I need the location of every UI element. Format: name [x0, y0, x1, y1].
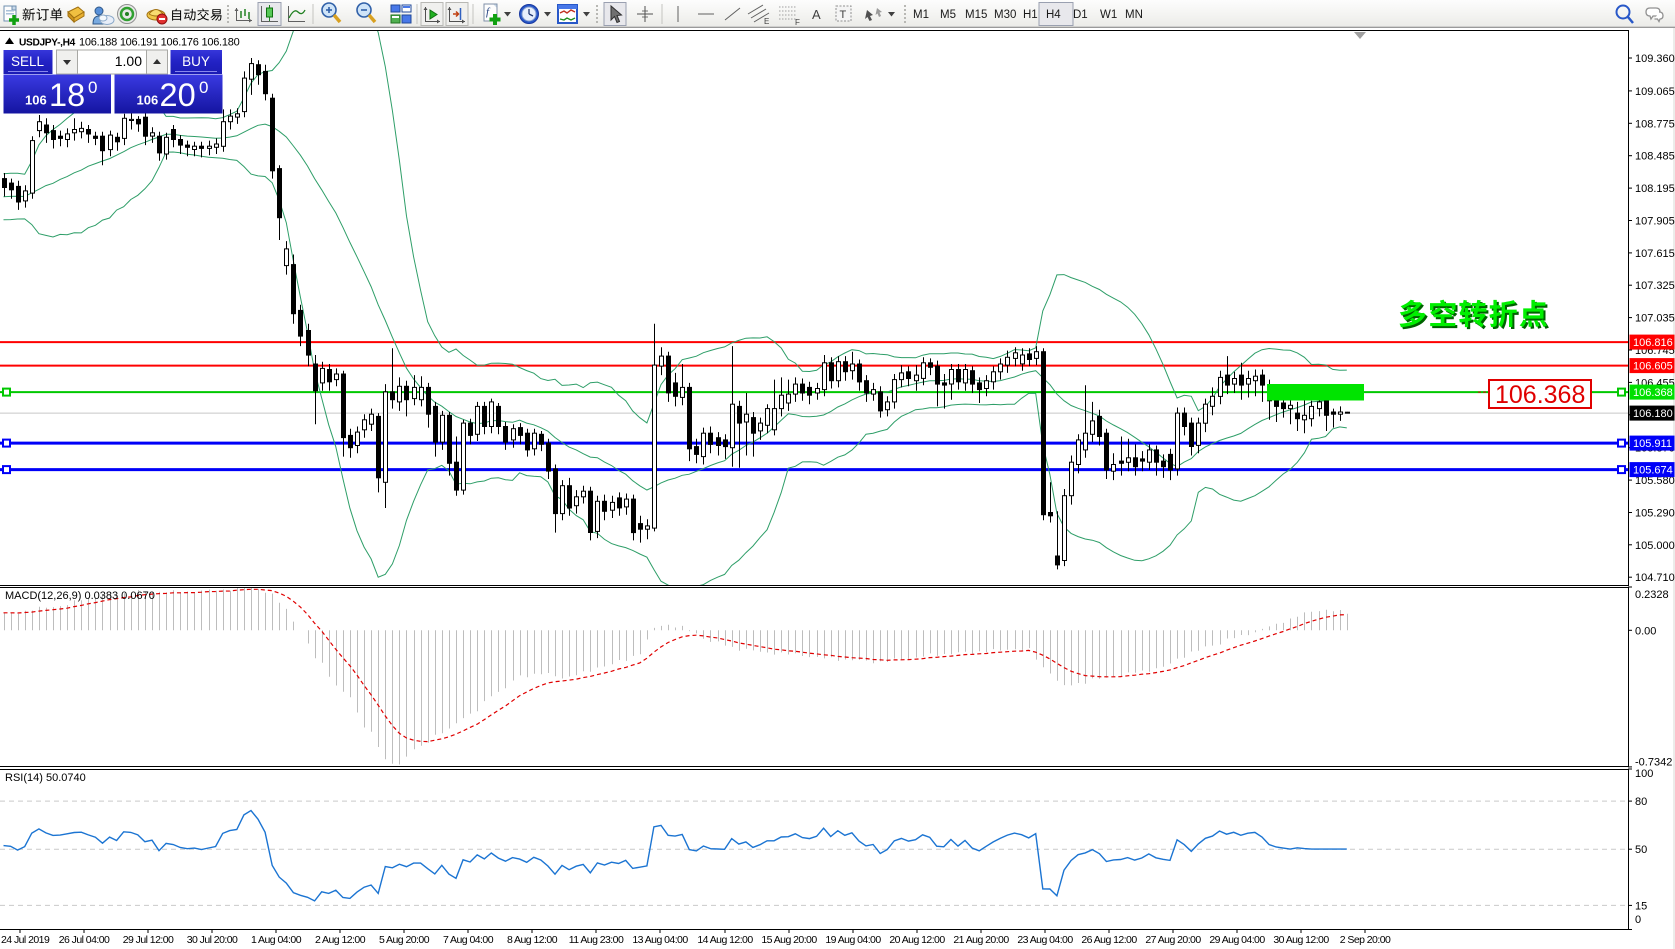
svg-text:105.911: 105.911 [1633, 438, 1672, 450]
svg-text:106: 106 [25, 93, 47, 108]
svg-text:SELL: SELL [11, 54, 45, 69]
svg-text:106.180: 106.180 [1633, 408, 1673, 420]
svg-text:5 Aug 20:00: 5 Aug 20:00 [379, 934, 430, 946]
svg-text:2 Aug 12:00: 2 Aug 12:00 [315, 934, 366, 946]
svg-text:7 Aug 04:00: 7 Aug 04:00 [443, 934, 494, 946]
svg-text:105.290: 105.290 [1635, 508, 1675, 520]
svg-text:BUY: BUY [182, 54, 210, 69]
svg-text:106: 106 [137, 93, 159, 108]
svg-text:24 Jul 2019: 24 Jul 2019 [1, 934, 50, 946]
svg-text:0.00: 0.00 [1635, 625, 1656, 637]
svg-text:105.000: 105.000 [1635, 540, 1675, 552]
svg-text:M1: M1 [913, 9, 929, 21]
svg-text:26 Jul 04:00: 26 Jul 04:00 [59, 934, 110, 946]
svg-text:11 Aug 23:00: 11 Aug 23:00 [569, 934, 624, 946]
svg-text:107.905: 107.905 [1635, 216, 1675, 228]
svg-text:107.035: 107.035 [1635, 313, 1675, 325]
svg-text:1 Aug 04:00: 1 Aug 04:00 [251, 934, 302, 946]
svg-text:f: f [486, 6, 491, 18]
svg-text:107.615: 107.615 [1635, 248, 1675, 260]
svg-text:108.485: 108.485 [1635, 151, 1675, 163]
svg-text:M15: M15 [965, 9, 987, 21]
svg-text:108.775: 108.775 [1635, 118, 1675, 130]
svg-text:105.580: 105.580 [1635, 475, 1675, 487]
svg-text:18: 18 [49, 77, 85, 113]
svg-text:RSI(14) 50.0740: RSI(14) 50.0740 [5, 772, 86, 784]
svg-text:23 Aug 04:00: 23 Aug 04:00 [1017, 934, 1073, 946]
svg-text:100: 100 [1635, 768, 1653, 780]
svg-text:50: 50 [1635, 844, 1647, 856]
svg-text:0: 0 [199, 78, 208, 97]
svg-text:E: E [764, 17, 769, 26]
svg-text:MACD(12,26,9) 0.0383 0.0670: MACD(12,26,9) 0.0383 0.0670 [5, 590, 155, 602]
svg-text:26 Aug 12:00: 26 Aug 12:00 [1081, 934, 1137, 946]
svg-text:108.195: 108.195 [1635, 183, 1675, 195]
svg-text:80: 80 [1635, 796, 1647, 808]
svg-text:0.2328: 0.2328 [1635, 589, 1669, 601]
svg-text:107.325: 107.325 [1635, 280, 1675, 292]
svg-text:106.816: 106.816 [1633, 337, 1673, 349]
svg-text:0: 0 [88, 78, 97, 97]
svg-text:29 Jul 12:00: 29 Jul 12:00 [123, 934, 174, 946]
svg-text:106.188 106.191 106.176 106.18: 106.188 106.191 106.176 106.180 [79, 37, 240, 49]
svg-text:D1: D1 [1073, 9, 1088, 21]
svg-text:F: F [795, 18, 800, 27]
svg-text:M30: M30 [994, 9, 1016, 21]
svg-text:29 Aug 04:00: 29 Aug 04:00 [1209, 934, 1265, 946]
svg-text:H4: H4 [1046, 9, 1061, 21]
svg-text:21 Aug 20:00: 21 Aug 20:00 [953, 934, 1009, 946]
svg-text:M5: M5 [940, 9, 956, 21]
svg-text:15 Aug 20:00: 15 Aug 20:00 [761, 934, 817, 946]
svg-text:20 Aug 12:00: 20 Aug 12:00 [889, 934, 945, 946]
svg-text:15: 15 [1635, 900, 1647, 912]
svg-text:30 Jul 20:00: 30 Jul 20:00 [187, 934, 238, 946]
svg-text:109.065: 109.065 [1635, 86, 1675, 98]
svg-text:14 Aug 12:00: 14 Aug 12:00 [697, 934, 753, 946]
svg-text:MN: MN [1125, 9, 1143, 21]
svg-text:8 Aug 12:00: 8 Aug 12:00 [507, 934, 558, 946]
svg-text:A: A [812, 7, 821, 22]
svg-text:T: T [840, 9, 847, 21]
svg-text:104.710: 104.710 [1635, 572, 1675, 584]
svg-text:W1: W1 [1100, 9, 1117, 21]
svg-text:0: 0 [1635, 914, 1641, 926]
svg-text:2 Sep 20:00: 2 Sep 20:00 [1340, 934, 1391, 946]
svg-text:27 Aug 20:00: 27 Aug 20:00 [1145, 934, 1201, 946]
svg-text:106.605: 106.605 [1633, 361, 1673, 373]
svg-text:13 Aug 04:00: 13 Aug 04:00 [632, 934, 688, 946]
svg-text:106.368: 106.368 [1495, 381, 1585, 409]
svg-text:30 Aug 12:00: 30 Aug 12:00 [1273, 934, 1329, 946]
svg-text:-0.7342: -0.7342 [1635, 757, 1672, 769]
svg-text:106.368: 106.368 [1633, 387, 1673, 399]
svg-text:H1: H1 [1023, 9, 1038, 21]
svg-text:109.360: 109.360 [1635, 53, 1675, 65]
svg-text:USDJPY-,H4: USDJPY-,H4 [19, 38, 76, 49]
svg-text:1.00: 1.00 [115, 53, 142, 69]
svg-text:105.674: 105.674 [1633, 465, 1673, 477]
svg-text:19 Aug 04:00: 19 Aug 04:00 [825, 934, 881, 946]
svg-text:20: 20 [160, 77, 196, 113]
